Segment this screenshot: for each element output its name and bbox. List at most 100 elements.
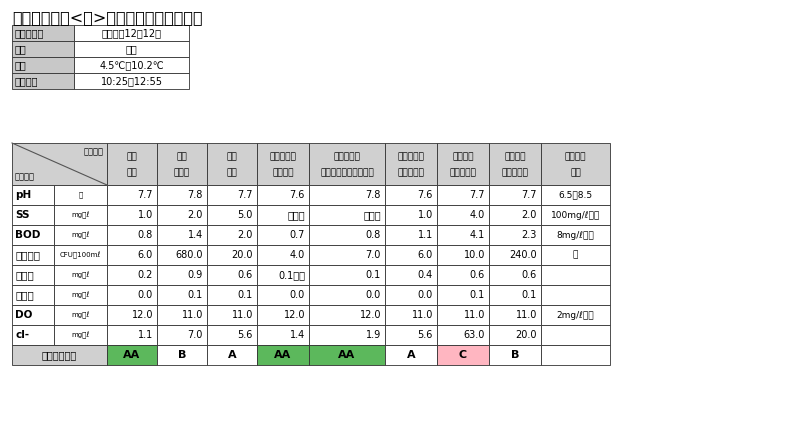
Bar bbox=[107, 245, 157, 265]
Bar bbox=[541, 245, 610, 265]
Text: B: B bbox=[178, 350, 186, 360]
Text: 気温: 気温 bbox=[15, 60, 26, 70]
Bar bbox=[207, 345, 257, 365]
Bar bbox=[541, 205, 610, 225]
Text: 680.0: 680.0 bbox=[175, 250, 203, 260]
Bar bbox=[489, 325, 541, 345]
Bar bbox=[385, 143, 437, 185]
Text: 0.7: 0.7 bbox=[290, 230, 305, 240]
Bar bbox=[257, 225, 309, 245]
Text: 大川最上流: 大川最上流 bbox=[398, 152, 425, 161]
Text: 7.0: 7.0 bbox=[188, 330, 203, 340]
Bar bbox=[489, 345, 541, 365]
Text: pH: pH bbox=[15, 190, 31, 200]
Bar bbox=[12, 345, 107, 365]
Text: 0.0: 0.0 bbox=[366, 290, 381, 300]
Text: 2.0: 2.0 bbox=[522, 210, 537, 220]
Bar bbox=[207, 265, 257, 285]
Text: 2.3: 2.3 bbox=[522, 230, 537, 240]
Bar bbox=[207, 325, 257, 345]
Text: －: － bbox=[78, 192, 82, 198]
Bar bbox=[74, 25, 189, 41]
Text: （グリーンセンター）: （グリーンセンター） bbox=[320, 169, 374, 178]
Bar bbox=[257, 305, 309, 325]
Bar bbox=[54, 185, 107, 205]
Text: 2.0: 2.0 bbox=[188, 210, 203, 220]
Text: 1.4: 1.4 bbox=[188, 230, 203, 240]
Bar bbox=[12, 305, 54, 325]
Text: 5.6: 5.6 bbox=[418, 330, 433, 340]
Text: 1.9: 1.9 bbox=[366, 330, 381, 340]
Text: 6.5～8.5: 6.5～8.5 bbox=[558, 191, 593, 199]
Text: 令和４年度　<冬>の河川水質検査の結果: 令和４年度 <冬>の河川水質検査の結果 bbox=[12, 10, 202, 25]
Bar bbox=[12, 245, 54, 265]
Text: 0.4: 0.4 bbox=[418, 270, 433, 280]
Bar bbox=[257, 205, 309, 225]
Bar bbox=[54, 205, 107, 225]
Bar bbox=[74, 41, 189, 57]
Bar bbox=[437, 225, 489, 245]
Text: 20.0: 20.0 bbox=[515, 330, 537, 340]
Bar bbox=[54, 325, 107, 345]
Text: mg／ℓ: mg／ℓ bbox=[71, 231, 90, 239]
Text: 0.6: 0.6 bbox=[470, 270, 485, 280]
Bar bbox=[107, 185, 157, 205]
Bar bbox=[309, 345, 385, 365]
Text: 8mg/ℓ以下: 8mg/ℓ以下 bbox=[557, 230, 594, 240]
Bar bbox=[207, 205, 257, 225]
Bar bbox=[437, 325, 489, 345]
Bar bbox=[309, 285, 385, 305]
Bar bbox=[12, 185, 54, 205]
Text: 0.8: 0.8 bbox=[366, 230, 381, 240]
Text: 農業用水: 農業用水 bbox=[565, 152, 586, 161]
Text: ・: ・ bbox=[573, 251, 578, 259]
Bar bbox=[107, 205, 157, 225]
Text: 1.0: 1.0 bbox=[418, 210, 433, 220]
Bar bbox=[107, 345, 157, 365]
Text: 7.8: 7.8 bbox=[366, 190, 381, 200]
Text: 馬曲川上流: 馬曲川上流 bbox=[270, 152, 297, 161]
Bar bbox=[12, 325, 54, 345]
Text: 0.0: 0.0 bbox=[138, 290, 153, 300]
Bar bbox=[489, 185, 541, 205]
Text: 0.1: 0.1 bbox=[522, 290, 537, 300]
Text: 1.1: 1.1 bbox=[138, 330, 153, 340]
Bar bbox=[107, 285, 157, 305]
Bar bbox=[12, 265, 54, 285]
Bar bbox=[157, 185, 207, 205]
Text: 新橋: 新橋 bbox=[226, 169, 238, 178]
Text: 0.8: 0.8 bbox=[138, 230, 153, 240]
Bar bbox=[489, 225, 541, 245]
Text: 12.0: 12.0 bbox=[131, 310, 153, 320]
Text: 令和４年12月12日: 令和４年12月12日 bbox=[102, 28, 162, 38]
Bar bbox=[12, 143, 107, 185]
Bar bbox=[489, 143, 541, 185]
Text: 0.2: 0.2 bbox=[138, 270, 153, 280]
Bar bbox=[157, 143, 207, 185]
Text: AA: AA bbox=[123, 350, 141, 360]
Bar bbox=[541, 225, 610, 245]
Text: 1.0: 1.0 bbox=[138, 210, 153, 220]
Bar bbox=[54, 285, 107, 305]
Bar bbox=[489, 305, 541, 325]
Bar bbox=[437, 185, 489, 205]
Bar bbox=[385, 185, 437, 205]
Text: 採水場所: 採水場所 bbox=[84, 147, 104, 156]
Bar bbox=[489, 265, 541, 285]
Text: 全窒素: 全窒素 bbox=[15, 270, 34, 280]
Bar bbox=[541, 285, 610, 305]
Bar bbox=[207, 285, 257, 305]
Text: 0.1: 0.1 bbox=[366, 270, 381, 280]
Text: A: A bbox=[228, 350, 236, 360]
Text: 0.9: 0.9 bbox=[188, 270, 203, 280]
Text: mg／ℓ: mg／ℓ bbox=[71, 311, 90, 318]
Text: AA: AA bbox=[338, 350, 356, 360]
Bar bbox=[54, 245, 107, 265]
Text: BOD: BOD bbox=[15, 230, 40, 240]
Bar bbox=[107, 143, 157, 185]
Text: 0.1未満: 0.1未満 bbox=[278, 270, 305, 280]
Bar bbox=[257, 265, 309, 285]
Text: mg／ℓ: mg／ℓ bbox=[71, 291, 90, 299]
Text: 0.1: 0.1 bbox=[188, 290, 203, 300]
Text: 試験項目: 試験項目 bbox=[15, 172, 35, 181]
